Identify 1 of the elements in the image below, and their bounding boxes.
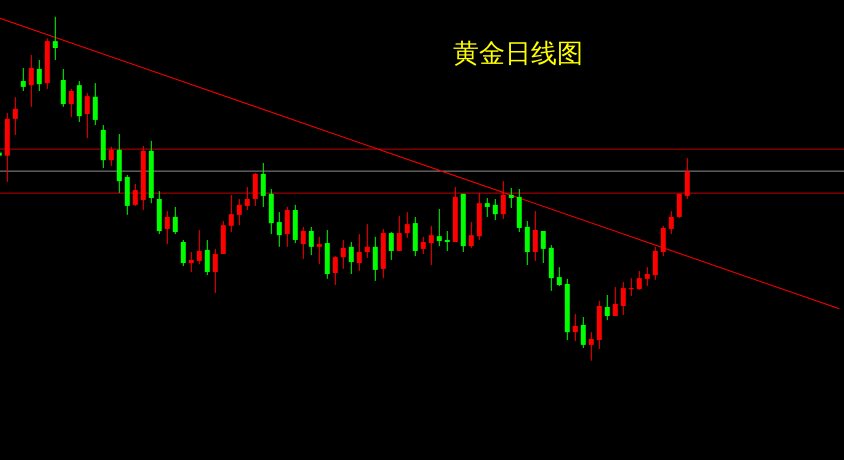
text: 黄金日线图 bbox=[453, 39, 583, 69]
